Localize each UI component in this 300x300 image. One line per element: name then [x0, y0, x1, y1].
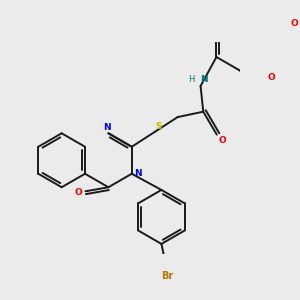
Text: Br: Br — [161, 271, 174, 281]
Text: O: O — [267, 73, 275, 82]
Text: O: O — [290, 19, 298, 28]
Text: S: S — [155, 122, 162, 131]
Text: O: O — [74, 188, 82, 196]
Text: N: N — [134, 169, 142, 178]
Text: O: O — [218, 136, 226, 145]
Text: N: N — [201, 75, 208, 84]
Text: N: N — [103, 123, 111, 132]
Text: H: H — [188, 75, 195, 84]
